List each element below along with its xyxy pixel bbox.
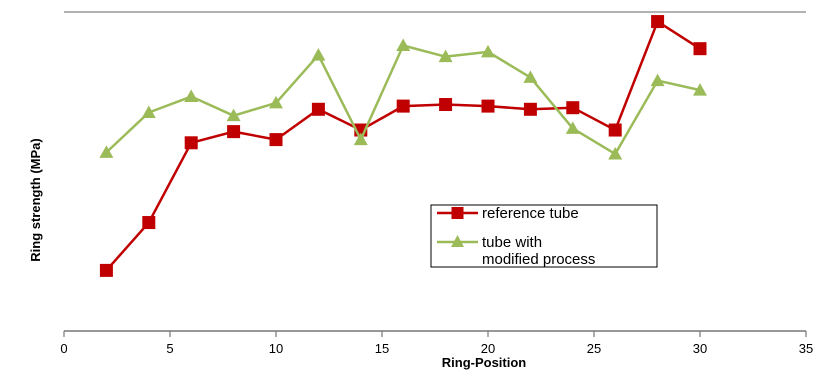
data-point	[650, 73, 665, 87]
x-tick-label: 0	[60, 341, 67, 356]
data-point	[608, 146, 623, 160]
data-point	[141, 105, 156, 118]
data-point	[353, 132, 368, 146]
data-point	[608, 123, 622, 137]
data-point	[651, 15, 665, 29]
data-point	[438, 49, 453, 63]
x-axis-title: Ring-Position	[442, 355, 527, 370]
x-tick-label: 15	[375, 341, 389, 356]
x-ticks: 0 5 10 15 20 25 30 35	[60, 331, 813, 356]
data-point	[227, 125, 241, 139]
data-point	[693, 83, 707, 96]
data-point	[565, 121, 580, 134]
x-tick-label: 10	[269, 341, 283, 356]
data-point	[481, 99, 495, 113]
legend-box	[430, 204, 658, 268]
legend: reference tube tube with modified proces…	[430, 204, 658, 268]
data-point	[481, 44, 495, 58]
data-point	[693, 42, 707, 56]
y-axis-title: Ring strength (MPa)	[28, 138, 43, 262]
data-point	[566, 101, 580, 115]
x-tick-label: 25	[587, 341, 601, 356]
legend-marker-reference-tube	[451, 207, 464, 219]
data-point	[311, 102, 325, 116]
data-point	[523, 102, 537, 116]
data-point	[523, 70, 538, 83]
x-tick-label: 5	[166, 341, 173, 356]
data-point	[226, 108, 241, 122]
data-point	[269, 95, 283, 109]
data-point	[439, 98, 453, 112]
series-layer	[99, 15, 707, 277]
data-point	[184, 89, 199, 103]
data-point	[396, 38, 411, 51]
data-point	[396, 99, 410, 113]
x-tick-label: 30	[693, 341, 707, 356]
legend-label-reference-tube: reference tube	[482, 205, 579, 222]
data-point	[99, 263, 113, 277]
legend-label-modified-process-line2: modified process	[482, 251, 595, 268]
data-point	[269, 133, 283, 147]
x-tick-label: 35	[799, 341, 813, 356]
data-point	[99, 145, 114, 158]
x-tick-label: 20	[481, 341, 495, 356]
legend-label-modified-process-line1: tube with	[482, 234, 542, 251]
data-point	[311, 48, 326, 61]
data-point	[142, 216, 156, 230]
legend-marker-modified-process	[451, 235, 464, 247]
data-point	[184, 136, 198, 150]
